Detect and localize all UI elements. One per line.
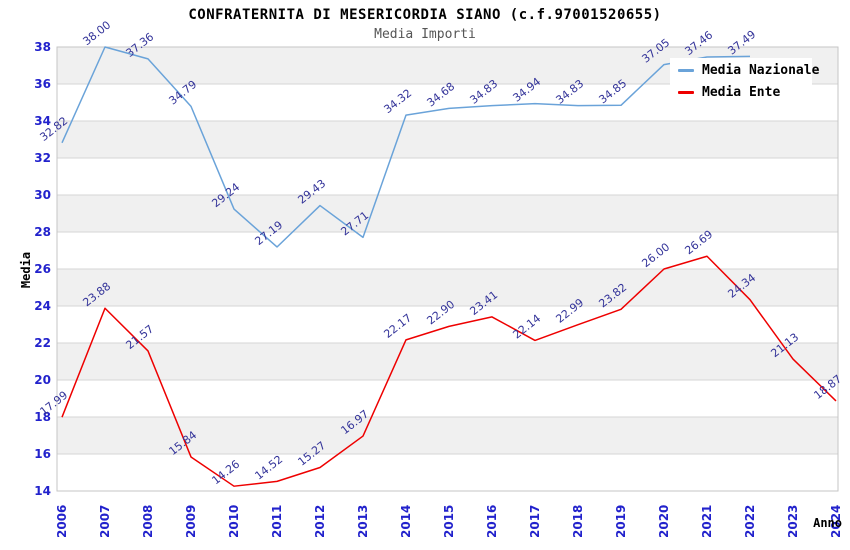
chart-title: CONFRATERNITA DI MESERICORDIA SIANO (c.f… (188, 7, 662, 23)
svg-text:2007: 2007 (98, 505, 112, 538)
svg-text:26: 26 (34, 262, 51, 276)
svg-text:2024: 2024 (829, 505, 843, 538)
legend-item-media-nazionale: Media Nazionale (678, 61, 819, 79)
svg-text:38.00: 38.00 (80, 18, 113, 48)
svg-text:2014: 2014 (399, 505, 413, 538)
svg-text:28: 28 (34, 225, 51, 239)
svg-text:22: 22 (34, 336, 51, 350)
svg-text:14: 14 (34, 484, 51, 498)
svg-text:16: 16 (34, 447, 51, 461)
legend-label-media-ente: Media Ente (702, 84, 781, 100)
svg-text:2011: 2011 (270, 505, 284, 538)
media-nazionale-line-icon (678, 68, 694, 72)
svg-text:38: 38 (34, 40, 51, 54)
svg-text:2023: 2023 (786, 505, 800, 538)
media-ente-line-icon (678, 90, 694, 94)
x-axis-tick-labels: 2006 2007 2008 2009 2010 2011 2012 2013 2014 2015… (55, 505, 843, 538)
series-line-media-nazionale (61, 46, 751, 248)
svg-text:20: 20 (34, 373, 51, 387)
svg-text:2018: 2018 (571, 505, 585, 538)
plot-border (56, 46, 839, 492)
svg-text:2009: 2009 (184, 505, 198, 538)
svg-text:18: 18 (34, 410, 51, 424)
svg-text:2022: 2022 (743, 505, 757, 538)
svg-text:2019: 2019 (614, 505, 628, 538)
svg-text:2006: 2006 (55, 505, 69, 538)
svg-text:32: 32 (34, 151, 51, 165)
svg-text:34: 34 (34, 114, 51, 128)
svg-text:2012: 2012 (313, 505, 327, 538)
svg-text:2010: 2010 (227, 505, 241, 538)
y-axis-tick-labels: 14 16 18 20 22 24 26 28 30 32 34 36 38 (34, 40, 51, 498)
svg-text:2016: 2016 (485, 505, 499, 538)
svg-text:36: 36 (34, 77, 51, 91)
legend-label-media-nazionale: Media Nazionale (702, 62, 820, 78)
svg-text:2017: 2017 (528, 505, 542, 538)
svg-text:2013: 2013 (356, 505, 370, 538)
x-axis-title: Anno (813, 516, 842, 530)
background-bands (57, 47, 838, 491)
svg-text:2021: 2021 (700, 505, 714, 538)
svg-text:30: 30 (34, 188, 51, 202)
series-line-media-ente (61, 255, 837, 487)
svg-text:2020: 2020 (657, 505, 671, 538)
svg-text:24: 24 (34, 299, 51, 313)
y-axis-title: Media (19, 252, 33, 288)
legend: Media Nazionale Media Ente (670, 58, 819, 104)
legend-item-media-ente: Media Ente (678, 83, 812, 101)
svg-text:2008: 2008 (141, 505, 155, 538)
chart-subtitle: Media Importi (374, 27, 476, 42)
svg-text:2015: 2015 (442, 505, 456, 538)
